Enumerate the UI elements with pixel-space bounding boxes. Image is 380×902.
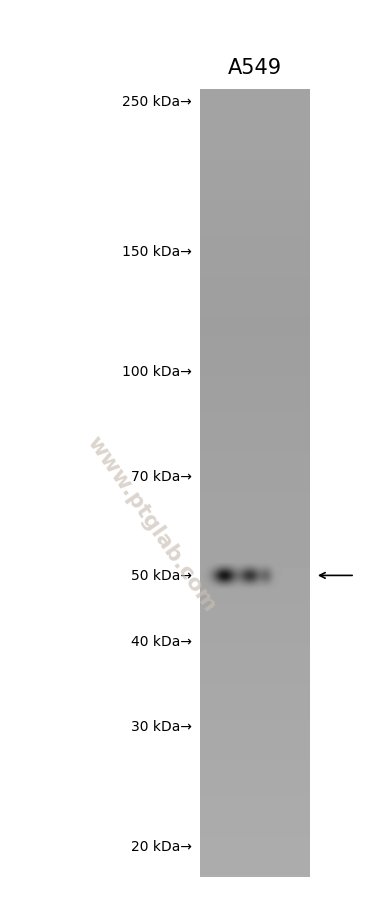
Text: 150 kDa→: 150 kDa→ [122, 245, 192, 259]
Text: 40 kDa→: 40 kDa→ [131, 634, 192, 649]
Text: 20 kDa→: 20 kDa→ [131, 839, 192, 852]
Text: A549: A549 [228, 58, 282, 78]
Text: 30 kDa→: 30 kDa→ [131, 719, 192, 733]
Text: www.ptglab.com: www.ptglab.com [84, 432, 220, 614]
Text: 100 kDa→: 100 kDa→ [122, 364, 192, 379]
Text: 250 kDa→: 250 kDa→ [122, 95, 192, 108]
Text: 70 kDa→: 70 kDa→ [131, 470, 192, 483]
Text: 50 kDa→: 50 kDa→ [131, 569, 192, 583]
